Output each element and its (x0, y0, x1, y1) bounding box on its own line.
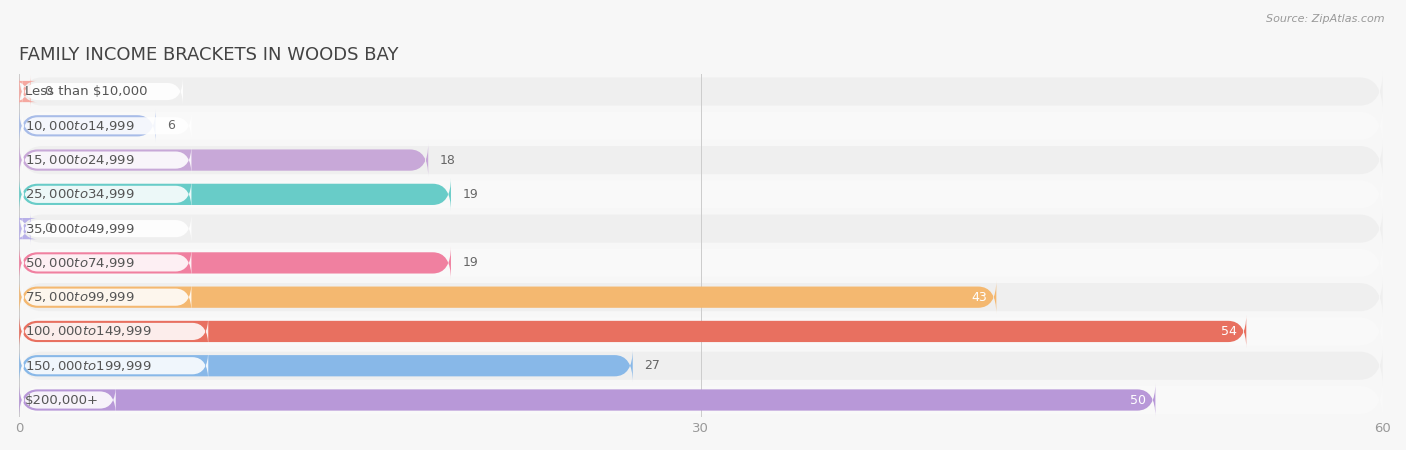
Text: Source: ZipAtlas.com: Source: ZipAtlas.com (1267, 14, 1385, 23)
FancyBboxPatch shape (20, 311, 1382, 351)
FancyBboxPatch shape (13, 75, 38, 108)
FancyBboxPatch shape (20, 380, 1382, 420)
FancyBboxPatch shape (22, 144, 191, 176)
FancyBboxPatch shape (20, 178, 451, 211)
FancyBboxPatch shape (22, 282, 191, 313)
FancyBboxPatch shape (20, 280, 997, 314)
FancyBboxPatch shape (22, 385, 115, 415)
FancyBboxPatch shape (22, 213, 191, 244)
Text: $10,000 to $14,999: $10,000 to $14,999 (25, 119, 135, 133)
FancyBboxPatch shape (22, 350, 208, 381)
FancyBboxPatch shape (20, 208, 1382, 249)
FancyBboxPatch shape (22, 248, 191, 279)
Text: $25,000 to $34,999: $25,000 to $34,999 (25, 187, 135, 201)
Text: $150,000 to $199,999: $150,000 to $199,999 (25, 359, 152, 373)
Text: 0: 0 (44, 85, 52, 98)
FancyBboxPatch shape (20, 383, 1156, 417)
FancyBboxPatch shape (20, 246, 451, 280)
Text: 50: 50 (1130, 393, 1146, 406)
FancyBboxPatch shape (20, 349, 633, 382)
FancyBboxPatch shape (20, 140, 1382, 180)
Text: $35,000 to $49,999: $35,000 to $49,999 (25, 222, 135, 236)
FancyBboxPatch shape (20, 243, 1382, 283)
FancyBboxPatch shape (20, 71, 1382, 112)
FancyBboxPatch shape (20, 277, 1382, 317)
Text: 54: 54 (1222, 325, 1237, 338)
FancyBboxPatch shape (22, 316, 208, 347)
FancyBboxPatch shape (20, 106, 1382, 146)
FancyBboxPatch shape (20, 346, 1382, 386)
Text: 18: 18 (440, 153, 456, 166)
FancyBboxPatch shape (20, 109, 156, 143)
Text: $100,000 to $149,999: $100,000 to $149,999 (25, 324, 152, 338)
FancyBboxPatch shape (20, 315, 1246, 348)
Text: Less than $10,000: Less than $10,000 (25, 85, 148, 98)
FancyBboxPatch shape (13, 212, 38, 245)
FancyBboxPatch shape (20, 174, 1382, 215)
Text: 27: 27 (644, 359, 659, 372)
Text: 6: 6 (167, 119, 174, 132)
Text: 0: 0 (44, 222, 52, 235)
Text: FAMILY INCOME BRACKETS IN WOODS BAY: FAMILY INCOME BRACKETS IN WOODS BAY (20, 46, 399, 64)
Text: $50,000 to $74,999: $50,000 to $74,999 (25, 256, 135, 270)
FancyBboxPatch shape (22, 110, 191, 141)
Text: $15,000 to $24,999: $15,000 to $24,999 (25, 153, 135, 167)
Text: 19: 19 (463, 256, 478, 270)
FancyBboxPatch shape (22, 76, 183, 107)
Text: $200,000+: $200,000+ (25, 393, 100, 406)
Text: $75,000 to $99,999: $75,000 to $99,999 (25, 290, 135, 304)
Text: 19: 19 (463, 188, 478, 201)
FancyBboxPatch shape (20, 143, 429, 177)
FancyBboxPatch shape (22, 179, 191, 210)
Text: 43: 43 (972, 291, 987, 304)
